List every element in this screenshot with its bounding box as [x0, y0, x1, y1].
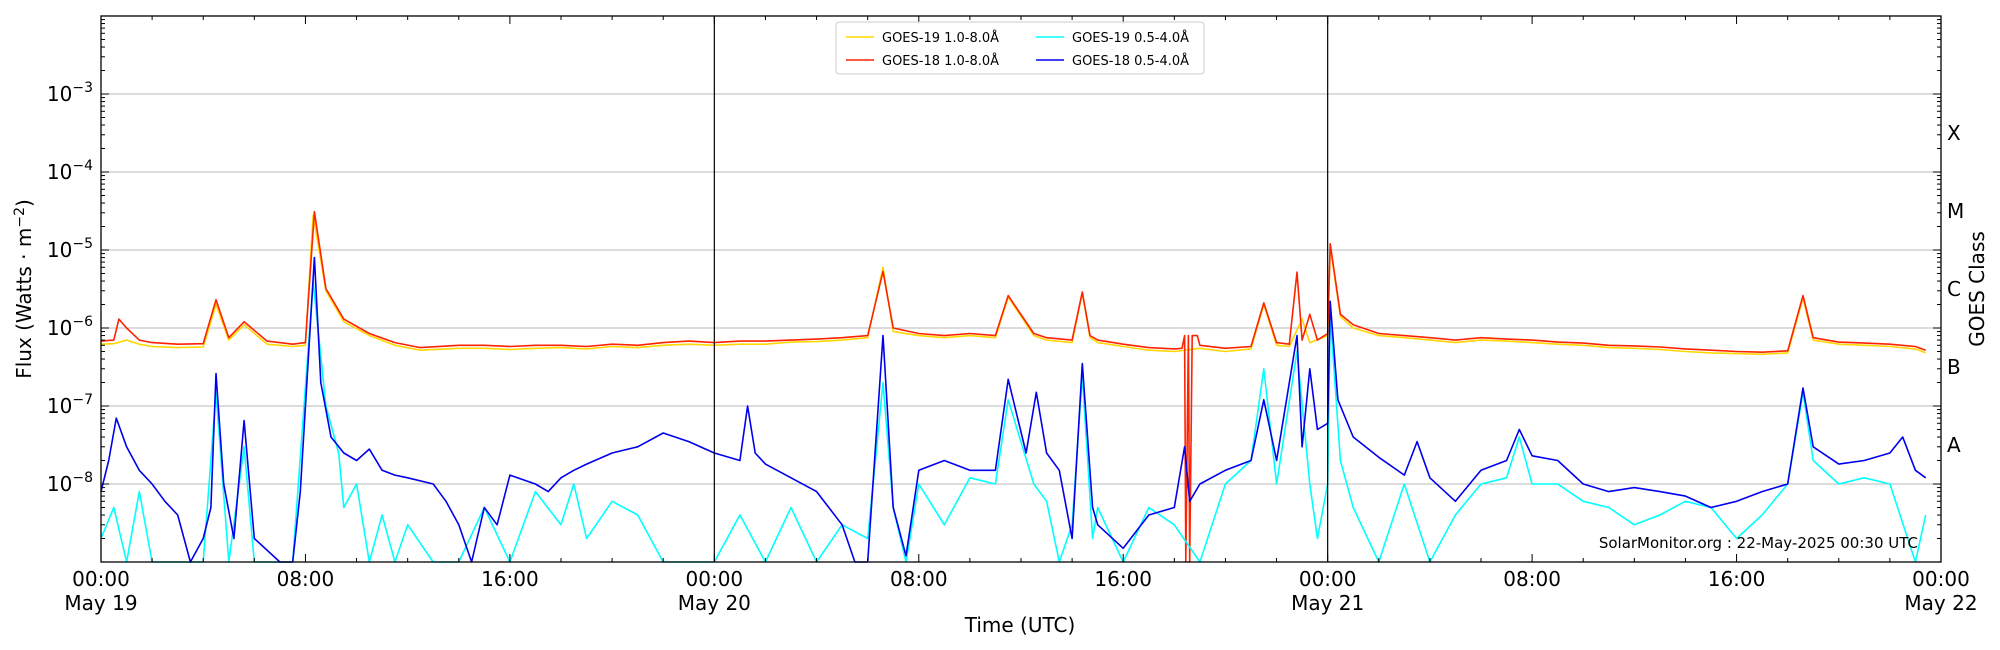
series-line-1: [100, 214, 1926, 356]
x-tick-label: 00:00: [1299, 567, 1357, 591]
goes-class-B: B: [1947, 355, 1961, 379]
x-tick-label: 00:00: [686, 567, 744, 591]
series-line-3: [100, 280, 1927, 563]
grid-lines: [101, 93, 1941, 485]
y-tick-labels: 10−8 10−7 10−6 10−5 10−4 10−3: [47, 80, 93, 496]
series-line-4: [100, 256, 1927, 563]
x-date-label: May 22: [1904, 591, 1977, 615]
x-tick-label: 00:00: [72, 567, 130, 591]
x-tick-label: 16:00: [1094, 567, 1152, 591]
x-date-label: May 20: [678, 591, 751, 615]
y-tick-label: 10−6: [47, 314, 93, 340]
x-date-label: May 19: [64, 591, 137, 615]
x-axis-title: Time (UTC): [964, 613, 1076, 637]
y-tick-label: 10−3: [47, 80, 93, 106]
x-date-label: May 21: [1291, 591, 1364, 615]
series-line-2: [100, 210, 1926, 563]
credit-text: SolarMonitor.org : 22-May-2025 00:30 UTC: [1599, 534, 1918, 552]
legend-entry[interactable]: GOES-18 1.0-8.0Å: [882, 53, 999, 69]
legend-entry[interactable]: GOES-19 1.0-8.0Å: [882, 30, 999, 46]
plot-frame: [100, 15, 1942, 563]
goes-class-M: M: [1947, 199, 1964, 223]
legend-entry[interactable]: GOES-19 0.5-4.0Å: [1072, 30, 1189, 46]
day-boundary-lines: [713, 16, 1329, 562]
x-tick-label: 00:00: [1912, 567, 1970, 591]
y-tick-label: 10−8: [47, 470, 93, 496]
y-tick-label: 10−4: [47, 158, 93, 184]
legend-box: [835, 21, 1205, 75]
series-lines: [100, 210, 1927, 563]
goes-class-C: C: [1947, 277, 1961, 301]
y-tick-label: 10−5: [47, 236, 93, 262]
legend-entry[interactable]: GOES-18 0.5-4.0Å: [1072, 53, 1189, 69]
x-tick-label: 08:00: [1503, 567, 1561, 591]
legend[interactable]: GOES-19 1.0-8.0Å GOES-18 1.0-8.0Å GOES-19 …: [835, 21, 1205, 75]
axis-ticks: [100, 16, 1942, 563]
x-tick-label: 08:00: [890, 567, 948, 591]
y-axis-title: Flux (Watts · m−2): [12, 199, 36, 379]
x-tick-label: 16:00: [481, 567, 539, 591]
x-tick-label: 16:00: [1708, 567, 1766, 591]
goes-class-X: X: [1947, 121, 1961, 145]
x-tick-label: 08:00: [277, 567, 335, 591]
goes-class-labels: A B C M X: [1947, 121, 1964, 457]
goes-class-A: A: [1947, 433, 1961, 457]
y-tick-label: 10−7: [47, 392, 93, 418]
y2-axis-title: GOES Class: [1965, 231, 1989, 347]
